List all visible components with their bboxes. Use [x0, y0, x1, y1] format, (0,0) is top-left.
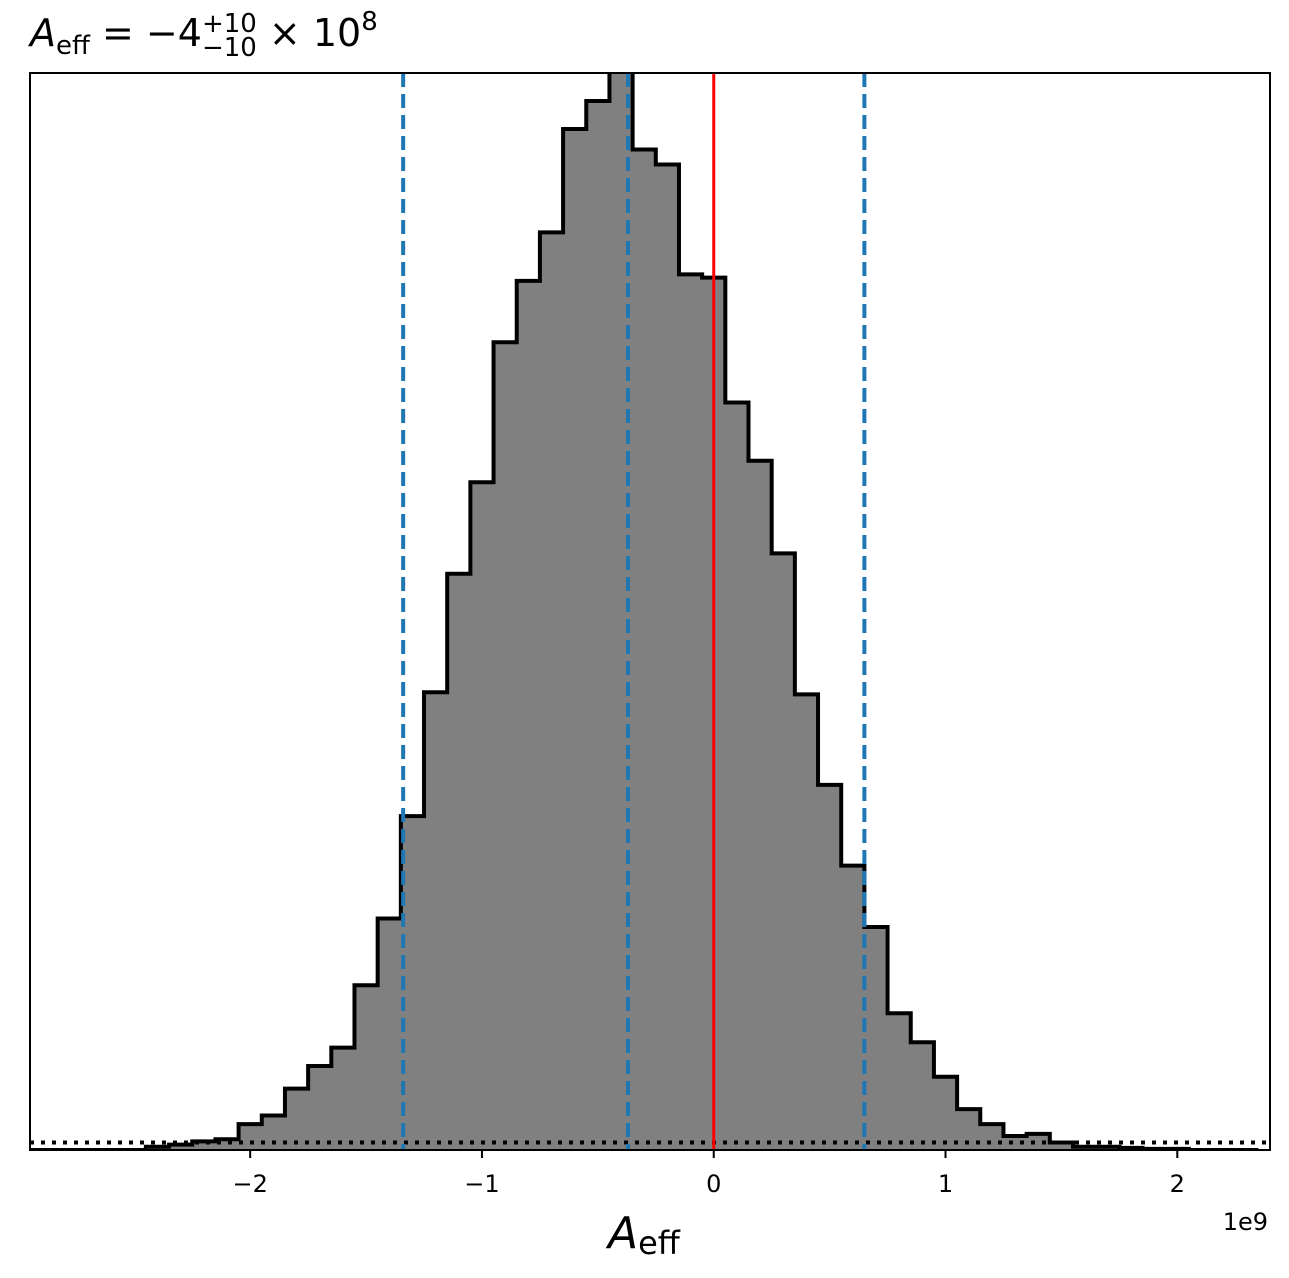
x-axis-offset-label: 1e9	[1223, 1208, 1268, 1236]
histogram-bar	[493, 342, 518, 1150]
histogram-bar	[516, 280, 541, 1150]
histogram-bar	[400, 816, 425, 1150]
histogram-bar	[1003, 1135, 1028, 1150]
histogram-bar	[215, 1139, 240, 1150]
histogram-bar	[933, 1076, 958, 1150]
quantile-lines	[401, 73, 867, 1150]
histogram-bars	[145, 73, 1190, 1150]
title-symbol-sub: eff	[56, 31, 91, 61]
histogram-bar	[748, 460, 773, 1150]
x-tick-label: 2	[1170, 1170, 1185, 1198]
histogram-bar	[331, 1047, 355, 1150]
histogram-bar	[563, 129, 587, 1150]
xlabel-symbol: A	[605, 1208, 638, 1259]
histogram-bar	[957, 1109, 981, 1150]
title-exponent: 8	[361, 7, 378, 37]
histogram-bar	[771, 553, 796, 1150]
histogram-bar	[980, 1124, 1004, 1150]
histogram-bar	[284, 1088, 309, 1150]
title-upper-error: +10	[202, 9, 257, 39]
histogram-bar	[354, 985, 379, 1150]
histogram-bar	[818, 784, 842, 1150]
title-lower-error: −10	[202, 33, 257, 63]
x-tick-label: −2	[232, 1170, 267, 1198]
histogram-bar	[678, 274, 703, 1150]
x-axis-label: Aeff	[605, 1208, 681, 1262]
histogram-bar	[447, 573, 471, 1150]
histogram-bar	[192, 1141, 216, 1150]
histogram-outline	[30, 73, 1259, 1150]
histogram-bar	[864, 927, 889, 1150]
histogram-bar	[841, 865, 865, 1150]
histogram-bar	[655, 164, 680, 1150]
plot-area	[30, 73, 1270, 1150]
histogram-bar	[308, 1065, 332, 1150]
histogram-bar	[377, 918, 402, 1150]
histogram-bar	[725, 402, 750, 1150]
x-tick-label: 1	[938, 1170, 953, 1198]
title-equals: =	[90, 11, 146, 55]
title-times: × 10	[257, 11, 361, 55]
title-median: −4	[146, 11, 202, 55]
x-tick-label: 0	[706, 1170, 721, 1198]
histogram-bar	[238, 1124, 263, 1150]
histogram-bar	[470, 482, 495, 1150]
histogram-bar	[887, 1013, 912, 1150]
histogram-bar	[910, 1042, 935, 1150]
histogram-bar	[1026, 1133, 1051, 1150]
histogram-bar	[794, 694, 819, 1150]
axes-frame	[29, 72, 1271, 1151]
xlabel-sub: eff	[638, 1224, 681, 1262]
histogram-bar	[261, 1115, 286, 1150]
x-tick-label: −1	[464, 1170, 499, 1198]
histogram-bar	[1049, 1142, 1074, 1150]
x-axis-ticks: −2 −1 0 1 2	[232, 1150, 1185, 1198]
chart-title: Aeff = −4+10 −10 × 108	[27, 7, 378, 63]
histogram-bar	[586, 101, 610, 1150]
histogram-bar	[539, 232, 564, 1150]
histogram-bar	[169, 1144, 193, 1150]
histogram-bar	[424, 692, 448, 1150]
title-symbol: A	[27, 11, 56, 55]
histogram-bar	[632, 149, 657, 1150]
